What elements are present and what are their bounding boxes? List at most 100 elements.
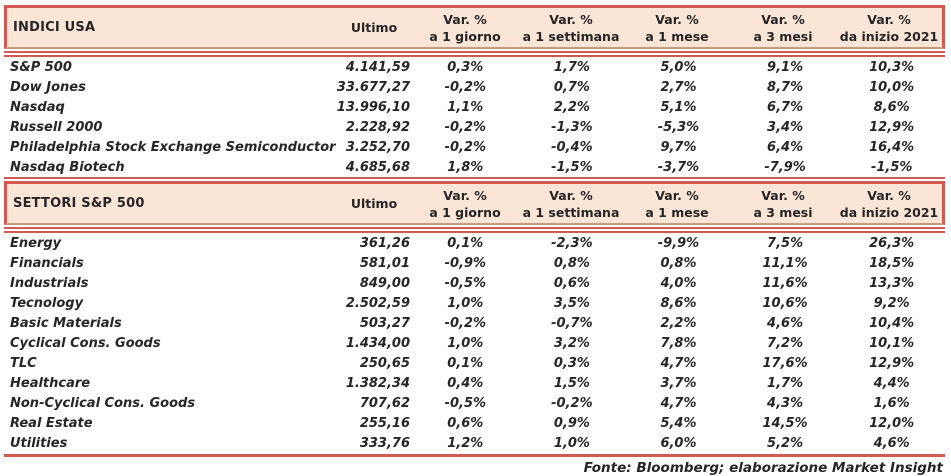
- var-value: 3,5%: [553, 295, 590, 311]
- var-value: 0,7%: [553, 79, 590, 95]
- var-value: 12,9%: [869, 119, 915, 135]
- var-value: 0,1%: [447, 235, 484, 251]
- var-value: 2,7%: [660, 79, 697, 95]
- var-value: 16,4%: [869, 139, 915, 155]
- var-value: 5,4%: [660, 415, 697, 431]
- row-label: Dow Jones: [10, 79, 86, 95]
- var-value: 4,6%: [767, 315, 804, 331]
- var-value: -0,2%: [444, 79, 487, 95]
- var-value: -2,3%: [551, 235, 593, 251]
- var-value: 1,7%: [553, 59, 590, 75]
- row-label: Basic Materials: [10, 315, 122, 331]
- var-value: 10,1%: [869, 335, 915, 351]
- row-label: Utilities: [10, 435, 68, 451]
- var-value: 7,2%: [767, 335, 804, 351]
- var-value: 1,0%: [447, 335, 484, 351]
- var-value: 1,0%: [553, 435, 590, 451]
- var-label: Var. %: [867, 11, 911, 27]
- col-header-var-inizio-2021: Var. % da inizio 2021: [836, 8, 942, 47]
- var-value: -0,2%: [444, 315, 487, 331]
- var-value: 2,2%: [660, 315, 697, 331]
- table-row: Cyclical Cons. Goods 1.434,00 1,0% 3,2% 7,8%…: [4, 333, 945, 353]
- period-label: a 3 mesi: [753, 204, 813, 220]
- var-value: -7,9%: [764, 159, 806, 175]
- row-label: Tecnology: [10, 295, 84, 311]
- col-header-var-1-mese: Var. % a 1 mese: [624, 8, 730, 47]
- var-value: 1,2%: [447, 435, 484, 451]
- var-value: 4,0%: [660, 275, 697, 291]
- row-label: Nasdaq Biotech: [10, 159, 125, 175]
- double-rule: [4, 225, 945, 233]
- var-label: Var. %: [761, 11, 805, 27]
- table-row: Basic Materials 503,27 -0,2% -0,7% 2,2% 4,6% 1…: [4, 313, 945, 333]
- col-header-var-1-settimana: Var. % a 1 settimana: [518, 184, 624, 223]
- var-label: Var. %: [443, 187, 487, 203]
- period-label: da inizio 2021: [839, 204, 939, 220]
- var-value: -9,9%: [657, 235, 700, 251]
- var-value: 5,2%: [767, 435, 804, 451]
- col-header-var-1-giorno: Var. % a 1 giorno: [412, 8, 518, 47]
- ultimo-value: 2.502,59: [345, 295, 410, 311]
- var-value: -1,5%: [551, 159, 593, 175]
- var-value: -0,4%: [551, 139, 593, 155]
- table-row: Tecnology 2.502,59 1,0% 3,5% 8,6% 10,6% 9,2%: [4, 293, 945, 313]
- row-label: Energy: [10, 235, 62, 251]
- table-row: Energy 361,26 0,1% -2,3% -9,9% 7,5% 26,3%: [4, 233, 945, 253]
- section-indici-usa: INDICI USA Ultimo Var. % a 1 giorno Var.…: [4, 5, 945, 177]
- table-row: Real Estate 255,16 0,6% 0,9% 5,4% 14,5% 12,0%: [4, 413, 945, 433]
- ultimo-value: 255,16: [359, 415, 410, 431]
- table-row: Non-Cyclical Cons. Goods 707,62 -0,5% -0,2%…: [4, 393, 945, 413]
- var-value: 10,6%: [762, 295, 808, 311]
- var-value: 0,3%: [553, 355, 590, 371]
- table-row: S&P 500 4.141,59 0,3% 1,7% 5,0% 9,1% 10,3%: [4, 57, 945, 77]
- var-value: -0,2%: [551, 395, 593, 411]
- var-value: 8,7%: [767, 79, 804, 95]
- var-value: 7,8%: [660, 335, 697, 351]
- period-label: a 1 mese: [645, 204, 709, 220]
- ultimo-value: 250,65: [359, 355, 410, 371]
- rows-settori-sp500: Energy 361,26 0,1% -2,3% -9,9% 7,5% 26,3% Finan…: [4, 233, 945, 453]
- var-label: Var. %: [443, 11, 487, 27]
- var-value: -1,3%: [551, 119, 593, 135]
- row-label: Financials: [10, 255, 84, 271]
- var-value: 0,4%: [447, 375, 484, 391]
- var-value: 9,7%: [660, 139, 697, 155]
- var-value: 4,6%: [873, 435, 910, 451]
- col-header-var-1-giorno: Var. % a 1 giorno: [412, 184, 518, 223]
- var-label: Var. %: [549, 187, 593, 203]
- col-header-var-1-mese: Var. % a 1 mese: [624, 184, 730, 223]
- var-value: 6,0%: [660, 435, 697, 451]
- ultimo-value: 1.382,34: [345, 375, 410, 391]
- ultimo-value: 707,62: [359, 395, 410, 411]
- var-value: 9,1%: [767, 59, 804, 75]
- table-row: TLC 250,65 0,1% 0,3% 4,7% 17,6% 12,9%: [4, 353, 945, 373]
- table-row: Nasdaq 13.996,10 1,1% 2,2% 5,1% 6,7% 8,6%: [4, 97, 945, 117]
- var-value: 1,6%: [873, 395, 910, 411]
- var-label: Var. %: [867, 187, 911, 203]
- table-row: Russell 2000 2.228,92 -0,2% -1,3% -5,3% 3,4% 1…: [4, 117, 945, 137]
- row-label: Healthcare: [10, 375, 91, 391]
- var-value: 4,7%: [660, 355, 697, 371]
- row-label: Non-Cyclical Cons. Goods: [10, 395, 196, 411]
- ultimo-value: 581,01: [359, 255, 410, 271]
- var-value: 10,4%: [869, 315, 915, 331]
- table-header-indici-usa: INDICI USA Ultimo Var. % a 1 giorno Var.…: [4, 5, 945, 49]
- ultimo-value: 361,26: [359, 235, 410, 251]
- var-value: -5,3%: [657, 119, 700, 135]
- ultimo-value: 4.685,68: [345, 159, 410, 175]
- var-value: 1,5%: [553, 375, 590, 391]
- var-value: 1,8%: [447, 159, 484, 175]
- var-value: 18,5%: [869, 255, 915, 271]
- row-label: Industrials: [10, 275, 89, 291]
- var-value: 0,8%: [660, 255, 697, 271]
- period-label: a 1 settimana: [522, 28, 620, 44]
- var-value: -0,2%: [444, 119, 487, 135]
- col-header-var-3-mesi: Var. % a 3 mesi: [730, 8, 836, 47]
- var-value: 0,6%: [553, 275, 590, 291]
- var-label: Var. %: [761, 187, 805, 203]
- var-value: -0,5%: [444, 395, 487, 411]
- var-value: 4,7%: [660, 395, 697, 411]
- row-label: Philadelphia Stock Exchange Semiconducto…: [10, 139, 336, 155]
- source-note: Fonte: Bloomberg; elaborazione Market In…: [583, 460, 943, 476]
- var-value: 1,1%: [447, 99, 484, 115]
